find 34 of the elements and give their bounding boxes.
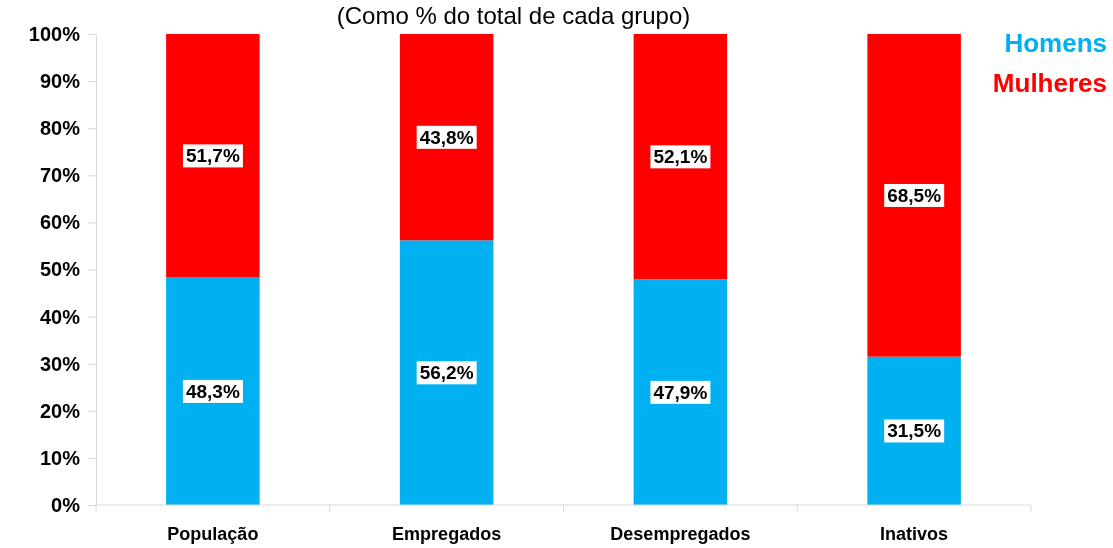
data-label: 47,9% <box>653 381 708 403</box>
x-tick-label: Desempregados <box>610 524 751 544</box>
data-label: 68,5% <box>887 184 942 206</box>
bar <box>867 34 961 357</box>
data-label: 56,2% <box>419 362 474 384</box>
text: Homens <box>1004 28 1107 58</box>
data-label: 31,5% <box>887 420 942 442</box>
y-tick-label: 90% <box>39 70 81 92</box>
data-label: 43,8% <box>419 126 474 148</box>
y-tick-label: 40% <box>39 305 81 328</box>
chart-subtitle: (Como % do total de cada grupo) <box>336 2 691 29</box>
x-tick-label: Inativos <box>880 524 949 544</box>
bar <box>633 34 728 280</box>
y-tick-label: 0% <box>51 493 81 516</box>
bar <box>867 356 961 505</box>
y-tick-label: 60% <box>39 211 81 234</box>
y-tick-label: 80% <box>39 117 81 140</box>
series-label: Mulheres <box>992 68 1107 98</box>
y-tick-label: 70% <box>39 164 81 187</box>
x-tick-label: Empregados <box>392 524 502 544</box>
data-label: 51,7% <box>185 145 240 167</box>
bar <box>399 34 494 241</box>
data-label: 52,1% <box>653 146 708 168</box>
data-label: 48,3% <box>185 380 240 402</box>
y-tick-label: 50% <box>39 258 81 281</box>
y-tick-label: 10% <box>39 446 81 469</box>
bar <box>399 240 494 505</box>
y-tick-label: 100% <box>28 22 81 45</box>
x-tick-label: População <box>167 524 259 544</box>
y-tick-label: 20% <box>39 399 81 422</box>
y-tick-label: 30% <box>39 352 81 375</box>
bar <box>166 34 260 278</box>
bar <box>633 279 728 505</box>
bar <box>166 277 260 505</box>
